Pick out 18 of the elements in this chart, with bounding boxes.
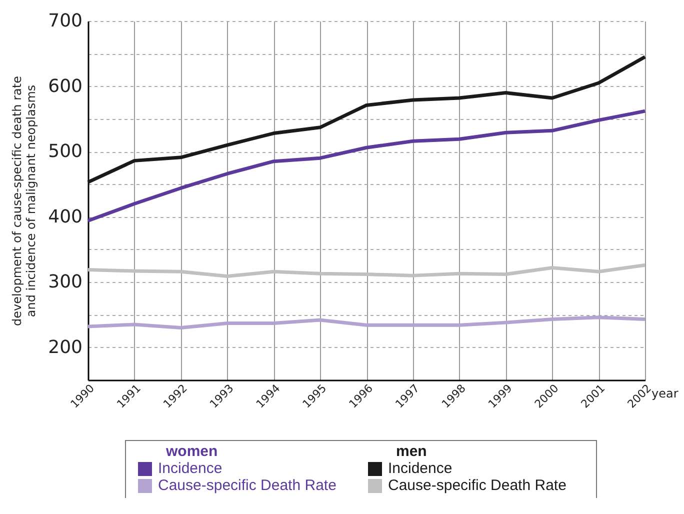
legend-label: Cause-specific Death Rate [388,477,566,494]
y-tick-label: 700 [48,10,82,32]
x-axis-title: year [652,386,678,400]
y-tick-label: 200 [48,336,82,358]
line-series [86,316,647,330]
y-tick-label: 300 [48,272,82,293]
y-tick-label: 400 [48,206,82,228]
line-series [86,109,647,222]
text: women [165,443,219,460]
line-series [86,55,647,184]
y-axis-title: development of cause-specific death rate and incidence of malignant neoplasms [10,76,38,326]
y-tick-label: 500 [48,141,82,162]
legend-label: Incidence [158,460,222,477]
text: men [395,443,428,460]
legend-label: Incidence [388,460,452,477]
line-series [86,263,647,278]
legend-label: Cause-specific Death Rate [158,477,336,494]
y-tick-label: 600 [48,76,82,97]
